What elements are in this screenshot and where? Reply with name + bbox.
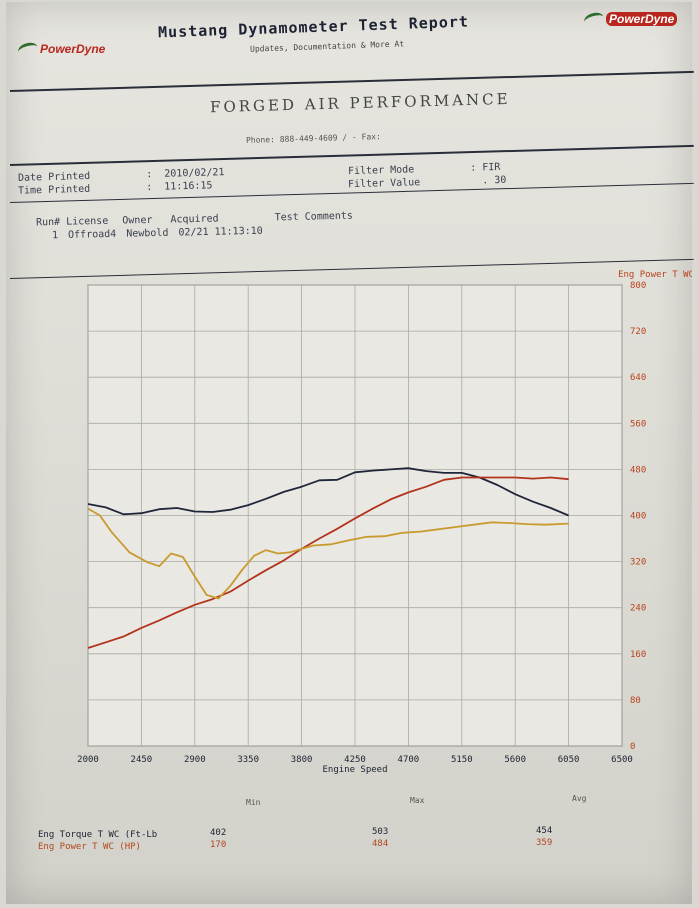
x-tick-label-0: 2000 xyxy=(77,755,99,765)
y-tick-label-5: 400 xyxy=(630,512,646,522)
x-tick-label-4: 3800 xyxy=(291,755,313,765)
x-tick-label-8: 5600 xyxy=(504,755,526,765)
x-tick-label-2: 2900 xyxy=(184,755,206,765)
x-tick-label-7: 5150 xyxy=(451,755,473,765)
logo-left-text: PowerDyne xyxy=(40,42,106,56)
power-max: 484 xyxy=(372,839,389,849)
y-tick-label-1: 80 xyxy=(630,696,641,706)
y-axis-label: Eng Power T WC xyxy=(618,270,692,280)
x-tick-label-3: 3350 xyxy=(237,755,259,765)
x-tick-label-1: 2450 xyxy=(131,755,153,765)
y-tick-label-3: 240 xyxy=(630,604,646,614)
series-line-0 xyxy=(87,467,569,517)
y-tick-label-6: 480 xyxy=(630,465,646,475)
y-tick-label-9: 720 xyxy=(630,327,646,337)
torque-min: 402 xyxy=(210,828,227,838)
summary-header-min: Min xyxy=(246,798,261,807)
x-tick-label-5: 4250 xyxy=(344,755,366,765)
report-page: PowerDyne PowerDyne Mustang Dynamometer … xyxy=(6,2,694,904)
x-tick-label-9: 6050 xyxy=(558,755,580,765)
y-tick-label-8: 640 xyxy=(630,373,646,383)
summary-row-power: Eng Power T WC (HP) xyxy=(38,842,141,852)
x-tick-label-6: 4700 xyxy=(398,755,420,765)
series-line-1 xyxy=(87,476,569,649)
powerdyne-logo-left: PowerDyne xyxy=(16,40,106,58)
y-tick-label-2: 160 xyxy=(630,650,646,660)
power-label: Eng Power T WC (HP) xyxy=(38,842,141,852)
y-tick-label-10: 800 xyxy=(630,281,646,291)
x-axis-label: Engine Speed xyxy=(322,765,387,775)
y-tick-label-4: 320 xyxy=(630,558,646,568)
summary-header-max: Max xyxy=(410,796,425,805)
summary-header-avg: Avg xyxy=(572,794,587,803)
logo-right-text: PowerDyne xyxy=(606,12,678,26)
series-line-2 xyxy=(87,507,569,600)
y-tick-label-0: 0 xyxy=(630,742,635,752)
y-tick-label-7: 560 xyxy=(630,419,646,429)
powerdyne-logo-right: PowerDyne xyxy=(582,10,678,28)
torque-avg: 454 xyxy=(536,826,553,836)
power-min: 170 xyxy=(210,840,227,850)
torque-max: 503 xyxy=(372,827,389,837)
torque-label: Eng Torque T WC (Ft-Lb xyxy=(38,830,158,840)
summary-row-torque: Eng Torque T WC (Ft-Lb xyxy=(38,830,157,840)
dyno-chart: 2000 2450 2900 3350 3800 4250 4700 5150 5600 6050… xyxy=(77,270,692,775)
x-tick-label-10: 6500 xyxy=(611,755,633,765)
power-avg: 359 xyxy=(536,838,553,848)
